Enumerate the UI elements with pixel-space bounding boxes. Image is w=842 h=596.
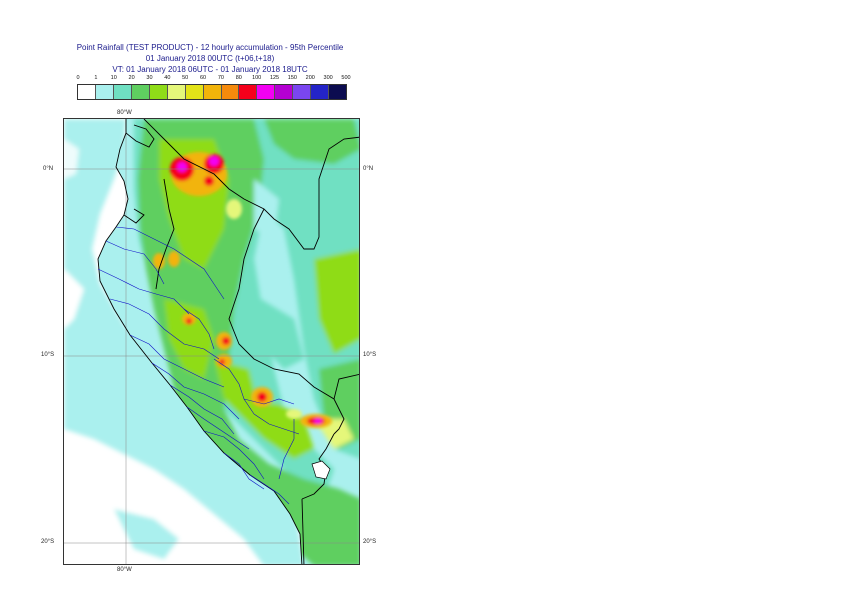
color-legend: 0 1 10 20 30 40 50 60 70 80 100 125 150 200 300 500 [76, 75, 351, 100]
legend-tick: 10 [110, 75, 117, 81]
legend-swatch [311, 85, 330, 99]
heavy-rain-cores [153, 152, 332, 428]
rainfall-map [63, 118, 360, 565]
graticule [64, 119, 359, 564]
legend-tick: 500 [341, 75, 351, 81]
legend-swatch [167, 85, 186, 99]
lat-label-right-10: 10°S [363, 352, 377, 358]
legend-tick: 100 [252, 75, 262, 81]
legend-tick: 30 [146, 75, 153, 81]
chart-title: Point Rainfall (TEST PRODUCT) - 12 hourl… [76, 43, 344, 52]
admin-boundaries [97, 226, 300, 505]
legend-tick: 300 [323, 75, 333, 81]
legend-swatch [293, 85, 312, 99]
title-block: Point Rainfall (TEST PRODUCT) - 12 hourl… [60, 42, 360, 75]
legend-swatch [239, 85, 258, 99]
lat-label-left-0: 0°N [43, 166, 54, 172]
legend-swatch [185, 85, 204, 99]
legend-swatch [221, 85, 240, 99]
legend-swatch [113, 85, 132, 99]
map-canvas [64, 119, 359, 564]
validity-time: VT: 01 January 2018 06UTC - 01 January 2… [112, 65, 308, 74]
legend-tick: 70 [217, 75, 224, 81]
lon-label-top: 80°W [117, 110, 132, 116]
lat-label-left-20: 20°S [41, 539, 55, 545]
legend-tick: 1 [94, 75, 98, 81]
lat-label-right-0: 0°N [363, 166, 374, 172]
legend-tick: 60 [200, 75, 207, 81]
base-time: 01 January 2018 00UTC (t+06,t+18) [145, 54, 275, 63]
legend-swatch [257, 85, 276, 99]
lake-titicaca [311, 460, 331, 480]
legend-swatch [275, 85, 294, 99]
legend-swatch [131, 85, 150, 99]
legend-swatch [329, 85, 347, 99]
lat-label-left-10: 10°S [41, 352, 55, 358]
legend-tick: 0 [76, 75, 80, 81]
legend-tick: 80 [235, 75, 242, 81]
legend-tick-labels: 0 1 10 20 30 40 50 60 70 80 100 125 150 200 300 500 [76, 75, 351, 84]
legend-swatch [78, 85, 96, 99]
legend-swatch [203, 85, 222, 99]
legend-tick: 40 [164, 75, 171, 81]
legend-tick: 20 [128, 75, 135, 81]
legend-tick: 150 [287, 75, 297, 81]
legend-swatch [149, 85, 168, 99]
legend-color-bar [77, 84, 347, 100]
legend-tick: 50 [182, 75, 189, 81]
legend-tick: 125 [269, 75, 280, 81]
legend-swatch [95, 85, 114, 99]
lat-label-right-20: 20°S [363, 539, 377, 545]
lon-label-bottom: 80°W [117, 567, 132, 573]
legend-tick: 200 [305, 75, 315, 81]
